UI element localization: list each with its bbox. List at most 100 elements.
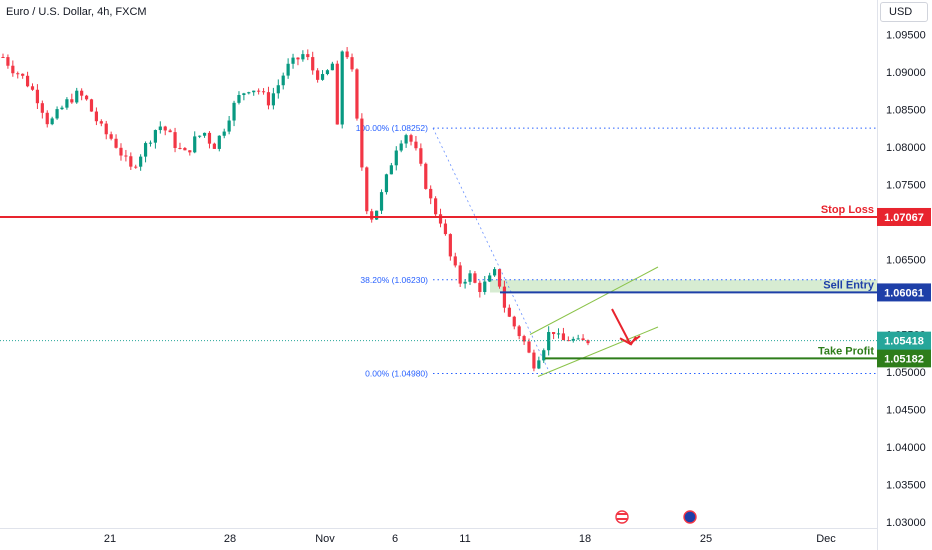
candle-body: [45, 112, 49, 125]
current-price-tag-text: 1.05418: [884, 336, 924, 348]
candle-body: [350, 57, 354, 70]
us-flag-icon: [615, 510, 629, 524]
candle-body: [566, 340, 570, 342]
candle-body: [389, 165, 393, 175]
candle-body: [419, 148, 423, 164]
eu-flag-icon: [683, 510, 697, 524]
candle-body: [70, 99, 74, 103]
price-tick-label: 1.07500: [886, 180, 926, 192]
price-tick-label: 1.09500: [886, 30, 926, 42]
candles: [1, 47, 590, 372]
candle-body: [281, 75, 285, 86]
candle-body: [163, 126, 167, 131]
candle-body: [399, 143, 403, 151]
time-tick-label: 28: [224, 533, 236, 545]
candle-body: [75, 90, 79, 103]
candle-body: [502, 286, 507, 308]
candle-body: [247, 92, 251, 94]
candle-body: [458, 265, 462, 284]
candle-body: [468, 273, 472, 282]
candle-body: [291, 57, 295, 64]
time-tick-label: 11: [459, 533, 470, 545]
price-channel: [529, 266, 659, 377]
level-price-tag: [877, 283, 931, 302]
candle-body: [547, 332, 551, 351]
candle-body: [488, 275, 492, 282]
time-tick-label: Nov: [315, 533, 335, 545]
fib-level-label: 38.20% (1.06230): [360, 275, 428, 285]
candle-body: [153, 130, 157, 143]
candle-body: [114, 138, 118, 148]
candle-body: [35, 89, 40, 104]
candle-body: [478, 282, 482, 293]
sell-zone-rect: [490, 279, 877, 293]
candle-body: [330, 63, 334, 71]
candle-body: [16, 73, 20, 75]
candle-body: [532, 352, 536, 369]
candle-body: [414, 141, 418, 149]
price-tick-label: 1.08000: [886, 142, 926, 154]
candle-body: [1, 57, 5, 58]
time-tick-label: 18: [579, 533, 591, 545]
candle-body: [379, 192, 384, 211]
candle-body: [139, 156, 143, 167]
level-price-tag-text: 1.07067: [884, 212, 924, 224]
level-label: Take Profit: [818, 345, 874, 357]
candle-body: [301, 54, 305, 60]
candle-body: [581, 338, 585, 341]
price-tick-label: 1.03000: [886, 517, 926, 529]
candle-body: [394, 150, 398, 166]
candle-body: [370, 211, 374, 220]
time-axis[interactable]: 21 28 Nov 6 11 18 25 Dec: [104, 533, 836, 545]
candle-body: [409, 135, 413, 142]
supply-zone: [490, 279, 877, 293]
candle-body: [143, 143, 148, 157]
us-flag-stripe: [617, 513, 627, 515]
candle-body: [517, 326, 521, 337]
candle-body: [473, 273, 477, 283]
candle-body: [527, 341, 531, 353]
candle-body: [276, 85, 280, 94]
candle-body: [50, 118, 54, 125]
candle-body: [183, 148, 187, 151]
candle-body: [320, 74, 325, 80]
candle-body: [576, 338, 580, 340]
candle-body: [178, 147, 182, 149]
fib-trend-line: [432, 127, 551, 374]
level-price-tag: [877, 349, 931, 368]
candle-body: [109, 134, 113, 139]
current-price-tag: [877, 331, 931, 350]
candle-body: [463, 281, 467, 284]
economic-events[interactable]: [615, 510, 697, 524]
candle-body: [30, 86, 35, 90]
price-tags: 1.07067 1.06061 1.05182 1.05418: [877, 207, 931, 368]
down-arrow-head: [619, 336, 637, 346]
candle-body: [448, 234, 452, 257]
candle-body: [507, 307, 511, 317]
candle-body: [217, 135, 221, 149]
us-flag-stripe: [617, 518, 627, 520]
candle-body: [286, 63, 290, 76]
price-tick-label: 1.08500: [886, 105, 926, 117]
level-label: Stop Loss: [821, 204, 874, 216]
candle-body: [124, 155, 128, 157]
candle-body: [306, 54, 310, 58]
candle-body: [556, 333, 561, 335]
price-tick-label: 1.05000: [886, 367, 926, 379]
channel-lower-line: [537, 326, 659, 377]
candle-body: [40, 103, 44, 113]
candle-body: [21, 73, 25, 76]
candle-body: [443, 223, 448, 235]
candle-body: [571, 338, 575, 341]
candle-body: [271, 93, 275, 106]
fibonacci-retracement: 100.00% (1.08252) 38.20% (1.06230) 0.00% (…: [356, 123, 877, 379]
candle-body: [384, 174, 389, 193]
candle-body: [148, 142, 153, 144]
candle-body: [80, 90, 84, 96]
level-price-tag: [877, 207, 931, 226]
candle-body: [438, 214, 443, 224]
candle-body: [198, 135, 202, 137]
currency-button[interactable]: USD: [880, 2, 928, 22]
